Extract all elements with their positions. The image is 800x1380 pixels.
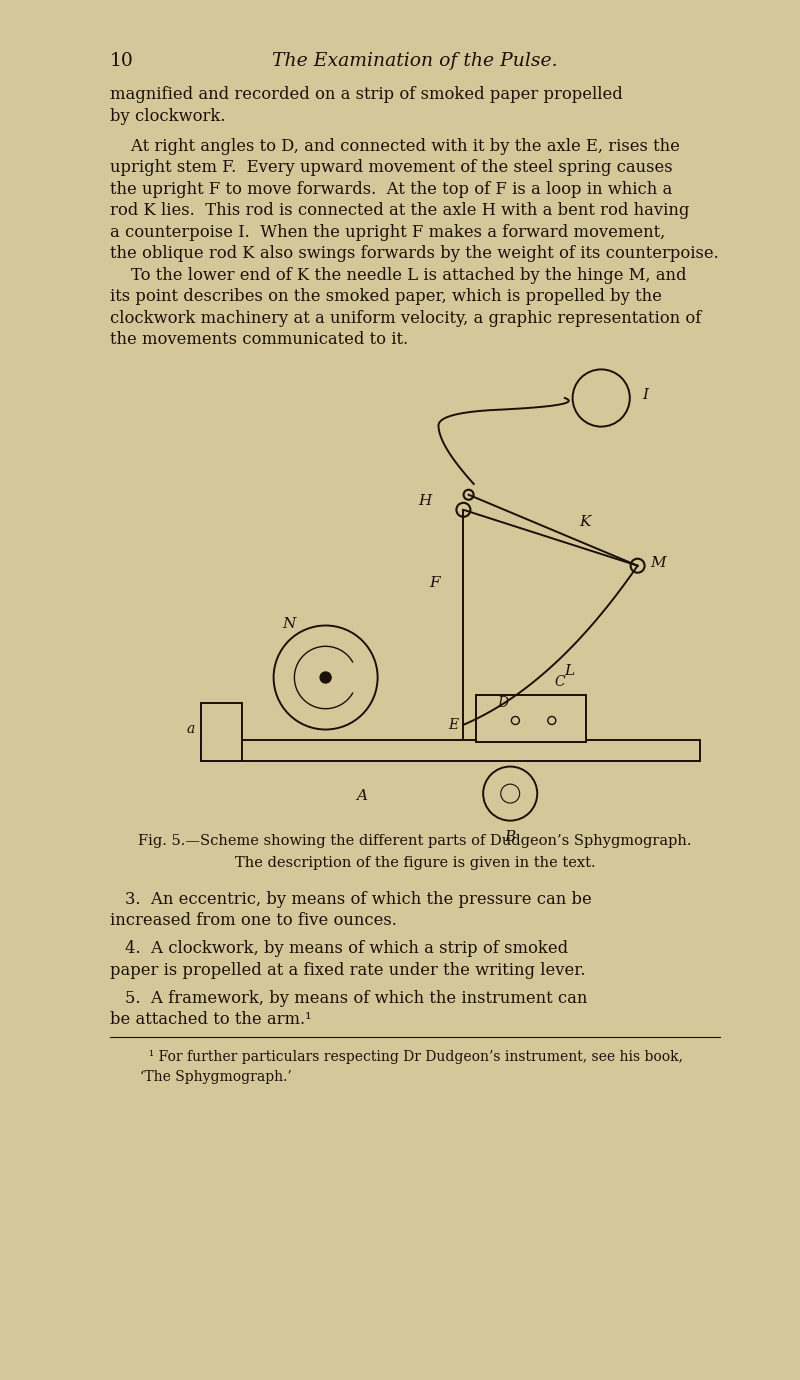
Text: The description of the figure is given in the text.: The description of the figure is given i…: [234, 857, 595, 871]
Text: the movements communicated to it.: the movements communicated to it.: [110, 331, 408, 349]
Text: the upright F to move forwards.  At the top of F is a loop in which a: the upright F to move forwards. At the t…: [110, 181, 672, 197]
Text: its point describes on the smoked paper, which is propelled by the: its point describes on the smoked paper,…: [110, 288, 662, 305]
Text: A: A: [357, 789, 367, 803]
Text: by clockwork.: by clockwork.: [110, 108, 226, 126]
Text: 3.  An eccentric, by means of which the pressure can be: 3. An eccentric, by means of which the p…: [125, 891, 592, 908]
Text: be attached to the arm.¹: be attached to the arm.¹: [110, 1012, 312, 1028]
Text: To the lower end of K the needle L is attached by the hinge M, and: To the lower end of K the needle L is at…: [110, 266, 686, 284]
Text: M: M: [650, 556, 666, 570]
Text: clockwork machinery at a uniform velocity, a graphic representation of: clockwork machinery at a uniform velocit…: [110, 310, 702, 327]
Text: L: L: [565, 664, 574, 678]
Text: upright stem F.  Every upward movement of the steel spring causes: upright stem F. Every upward movement of…: [110, 160, 673, 177]
Text: C: C: [554, 675, 565, 689]
Text: F: F: [430, 575, 440, 589]
Text: The Examination of the Pulse.: The Examination of the Pulse.: [272, 52, 558, 70]
Circle shape: [274, 625, 378, 730]
Bar: [201, 740, 700, 762]
Text: E: E: [448, 718, 458, 731]
Text: 5.  A framework, by means of which the instrument can: 5. A framework, by means of which the in…: [125, 989, 587, 1007]
Text: a: a: [186, 722, 194, 736]
Text: ‘The Sphygmograph.’: ‘The Sphygmograph.’: [140, 1071, 292, 1085]
Circle shape: [320, 672, 331, 683]
Circle shape: [501, 784, 520, 803]
Text: ¹ For further particulars respecting Dr Dudgeon’s instrument, see his book,: ¹ For further particulars respecting Dr …: [140, 1050, 683, 1064]
Circle shape: [573, 370, 630, 426]
Text: I: I: [642, 388, 648, 402]
Text: a counterpoise I.  When the upright F makes a forward movement,: a counterpoise I. When the upright F mak…: [110, 224, 666, 241]
Circle shape: [456, 502, 470, 516]
Bar: [477, 694, 586, 742]
Circle shape: [483, 766, 538, 821]
Circle shape: [630, 559, 645, 573]
Text: magnified and recorded on a strip of smoked paper propelled: magnified and recorded on a strip of smo…: [110, 87, 622, 104]
Text: the oblique rod K also swings forwards by the weight of its counterpoise.: the oblique rod K also swings forwards b…: [110, 246, 718, 262]
Text: K: K: [579, 515, 590, 529]
Bar: [201, 704, 242, 762]
Text: B: B: [505, 829, 516, 843]
Text: Fig. 5.—Scheme showing the different parts of Dudgeon’s Sphygmograph.: Fig. 5.—Scheme showing the different par…: [138, 835, 692, 849]
Text: paper is propelled at a fixed rate under the writing lever.: paper is propelled at a fixed rate under…: [110, 962, 586, 978]
Circle shape: [548, 716, 556, 724]
Text: N: N: [282, 617, 296, 631]
Text: At right angles to D, and connected with it by the axle E, rises the: At right angles to D, and connected with…: [110, 138, 680, 155]
Text: rod K lies.  This rod is connected at the axle H with a bent rod having: rod K lies. This rod is connected at the…: [110, 203, 690, 219]
Circle shape: [511, 716, 519, 724]
Text: 4.  A clockwork, by means of which a strip of smoked: 4. A clockwork, by means of which a stri…: [125, 940, 568, 958]
Text: 10: 10: [110, 52, 134, 70]
Text: increased from one to five ounces.: increased from one to five ounces.: [110, 912, 397, 929]
Text: H: H: [418, 494, 431, 508]
Text: D: D: [497, 697, 508, 711]
Circle shape: [464, 490, 474, 500]
